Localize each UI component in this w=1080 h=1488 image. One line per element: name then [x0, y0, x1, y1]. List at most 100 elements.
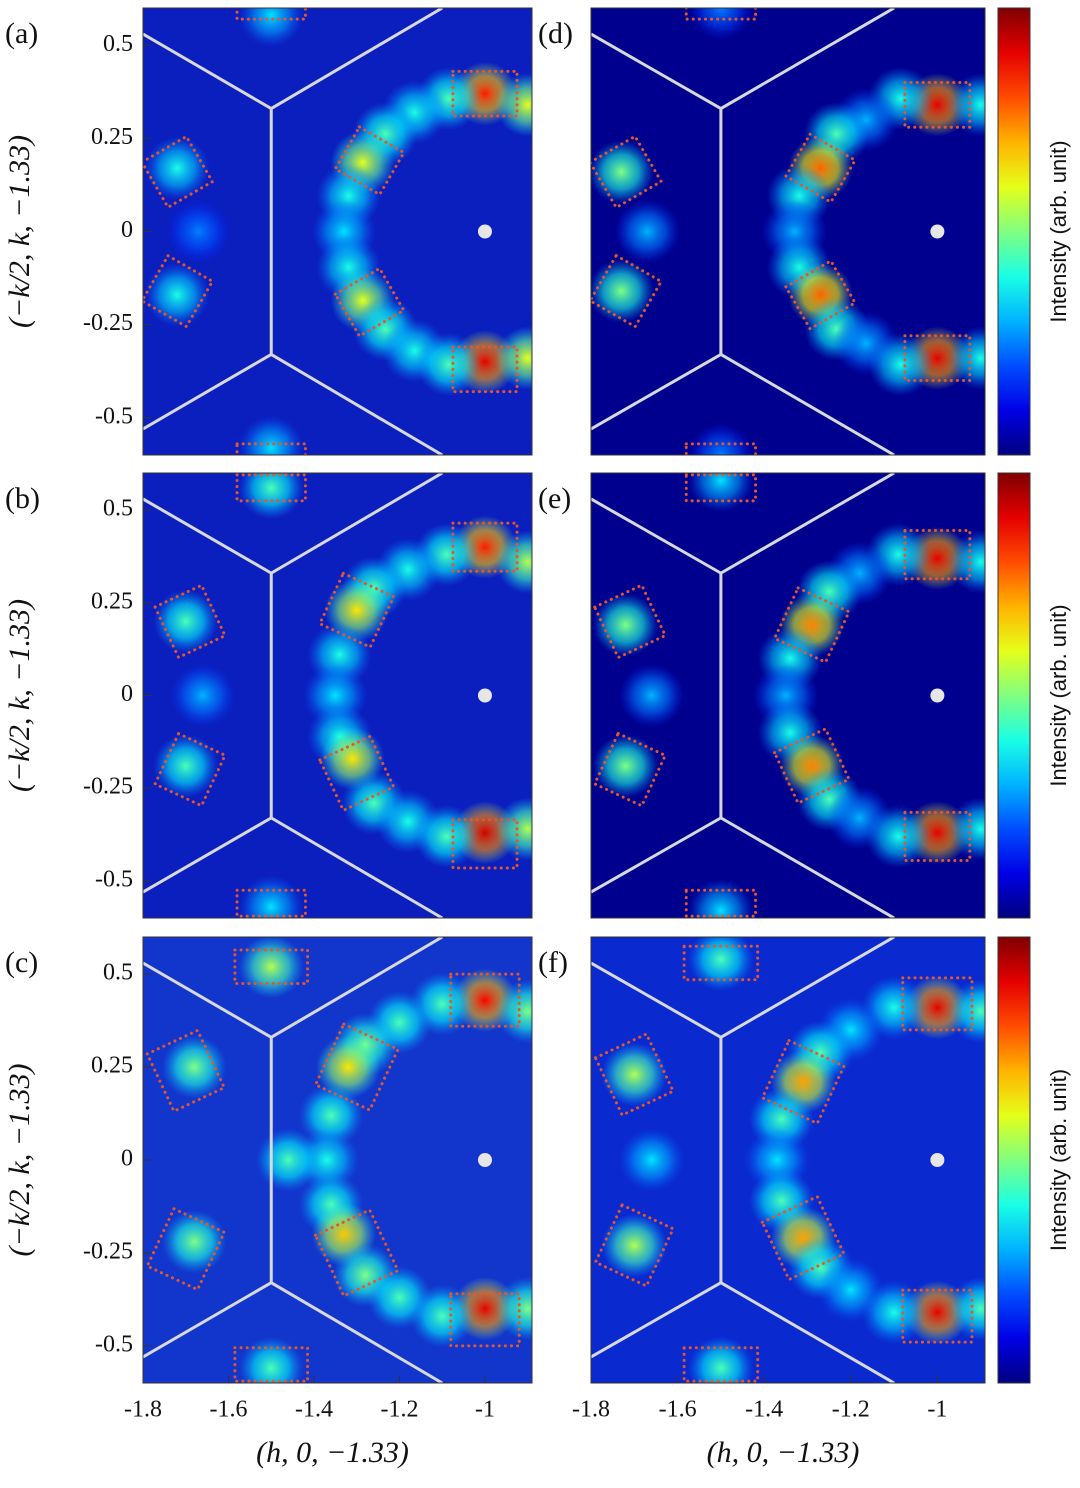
zone-boundary — [143, 1281, 272, 1359]
colorbar — [997, 936, 1031, 1384]
y-tick-label: -0.25 — [83, 774, 133, 800]
highlight-box — [682, 1346, 760, 1383]
x-tick-label: -1.2 — [832, 1397, 870, 1423]
y-tick-label: 0 — [121, 1146, 133, 1172]
intensity-spot — [688, 879, 754, 918]
highlight-box — [783, 132, 858, 205]
intensity-spot — [948, 73, 985, 137]
highlight-box — [235, 8, 307, 21]
plot-frame — [590, 7, 986, 456]
intensity-spot — [495, 326, 532, 390]
highlight-box — [591, 134, 664, 210]
colorbar-label: Intensity (arb. unit) — [1046, 604, 1071, 786]
intensity-spot — [145, 136, 210, 200]
center-marker — [930, 1153, 945, 1167]
highlight-box — [593, 1031, 676, 1118]
highlight-box — [592, 583, 668, 660]
y-tick-label: 0 — [121, 217, 133, 243]
intensity-spot — [948, 979, 985, 1043]
intensity-spot — [591, 259, 654, 323]
intensity-spot — [162, 1035, 227, 1099]
intensity-spot — [495, 1277, 532, 1341]
intensity-spot — [495, 530, 532, 594]
zone-boundary — [143, 961, 272, 1039]
panel — [143, 473, 532, 918]
plot-frame — [590, 936, 986, 1384]
intensity-spot — [868, 332, 934, 397]
intensity-spot — [865, 804, 931, 868]
zone-boundary — [270, 473, 443, 575]
intensity-spot — [948, 530, 985, 594]
highlight-box — [451, 521, 519, 573]
zone-boundary — [591, 32, 722, 110]
y-tick-label: 0.25 — [91, 1053, 133, 1079]
intensity-spot — [239, 473, 304, 520]
highlight-box — [449, 1292, 521, 1348]
zone-boundary — [720, 937, 895, 1039]
intensity-spot — [948, 797, 985, 861]
intensity-spot — [239, 937, 304, 999]
intensity-spot — [145, 263, 210, 327]
highlight-box — [451, 818, 519, 870]
highlight-box — [143, 253, 215, 329]
intensity-spot — [256, 1128, 321, 1192]
intensity-spot — [688, 1336, 754, 1383]
zone-boundary — [591, 1281, 722, 1359]
y-axis-label: (−k/2, k, −1.33) — [3, 599, 36, 792]
highlight-box — [233, 948, 310, 985]
highlight-box — [903, 528, 972, 581]
highlight-box — [451, 69, 519, 118]
intensity-spot — [591, 140, 654, 204]
colorbar — [997, 472, 1031, 919]
zone-boundary — [143, 816, 272, 894]
y-axis-label: (−k/2, k, −1.33) — [3, 135, 36, 328]
zone-boundary — [720, 816, 895, 918]
intensity-spot — [410, 1284, 475, 1348]
highlight-box — [772, 726, 852, 806]
intensity-spot — [601, 1213, 667, 1278]
y-tick-label: -0.5 — [95, 866, 133, 892]
x-tick-label: -1.4 — [295, 1397, 333, 1423]
highlight-box — [682, 944, 760, 982]
intensity-spot — [688, 473, 754, 512]
panel — [591, 473, 985, 918]
intensity-spot — [239, 1336, 304, 1383]
intensity-spot — [861, 1280, 927, 1344]
intensity-spot — [495, 797, 532, 861]
x-tick-label: -1.6 — [659, 1397, 697, 1423]
zone-boundary — [591, 961, 722, 1039]
highlight-box — [684, 473, 758, 503]
intensity-spot — [416, 332, 481, 397]
zone-boundary — [591, 497, 722, 575]
intensity-spot — [619, 1128, 685, 1192]
x-tick-label: -1.2 — [380, 1397, 418, 1423]
intensity-spot — [948, 1277, 985, 1341]
zone-boundary — [143, 497, 272, 575]
plot-frame — [590, 472, 986, 919]
zone-boundary — [143, 353, 272, 431]
highlight-box — [772, 585, 852, 665]
panel — [591, 937, 985, 1383]
x-tick-label: -1.4 — [745, 1397, 783, 1423]
zone-boundary — [143, 32, 272, 110]
x-axis-label: (h, 0, −1.33) — [256, 1436, 409, 1469]
panel-label: (f) — [538, 946, 568, 979]
highlight-box — [449, 972, 521, 1028]
zone-boundary — [270, 816, 443, 918]
zone-boundary — [270, 1281, 443, 1383]
highlight-box — [153, 731, 228, 808]
colorbar-label: Intensity (arb. unit) — [1046, 1069, 1071, 1251]
panel — [143, 8, 532, 455]
y-tick-label: -0.25 — [83, 310, 133, 336]
panel-label: (b) — [5, 482, 40, 515]
highlight-box — [313, 1207, 400, 1298]
intensity-spot — [601, 1042, 667, 1107]
panel-label: (a) — [5, 17, 38, 50]
highlight-box — [783, 258, 858, 331]
intensity-spot — [593, 593, 659, 657]
intensity-spot — [239, 8, 304, 48]
highlight-box — [235, 473, 307, 503]
center-marker — [477, 688, 492, 703]
highlight-box — [313, 1022, 400, 1113]
